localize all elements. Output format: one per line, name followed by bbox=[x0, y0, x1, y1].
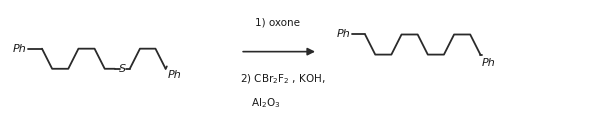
Text: Ph: Ph bbox=[13, 44, 26, 54]
Text: Ph: Ph bbox=[482, 58, 496, 68]
Text: 2) CBr$_2$F$_2$ , KOH,: 2) CBr$_2$F$_2$ , KOH, bbox=[240, 73, 326, 86]
Text: 1) oxone: 1) oxone bbox=[256, 18, 301, 28]
Text: Ph: Ph bbox=[337, 30, 351, 39]
Text: S: S bbox=[118, 64, 125, 74]
Text: Al$_2$O$_3$: Al$_2$O$_3$ bbox=[251, 96, 280, 110]
Text: Ph: Ph bbox=[167, 70, 181, 80]
